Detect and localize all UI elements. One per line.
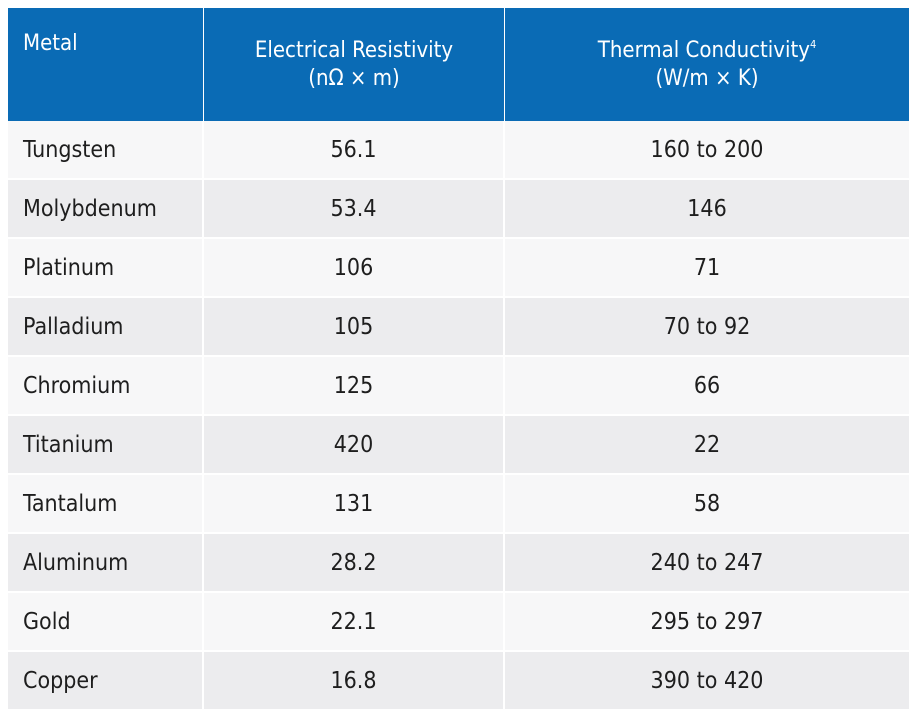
- table-row: Tungsten 56.1 160 to 200: [8, 121, 909, 180]
- resistivity-cell: 131: [204, 475, 505, 534]
- metal-name-cell: Gold: [8, 593, 204, 652]
- metal-name-cell: Tungsten: [8, 121, 204, 180]
- table-body: Tungsten 56.1 160 to 200 Molybdenum 53.4…: [8, 121, 909, 711]
- metal-name-cell: Titanium: [8, 416, 204, 475]
- header-conductivity-title-line: Thermal Conductivity4: [505, 37, 909, 65]
- resistivity-cell: 420: [204, 416, 505, 475]
- header-conductivity-footnote: 4: [809, 37, 817, 51]
- header-metal: Metal: [8, 8, 204, 121]
- metal-name-cell: Platinum: [8, 239, 204, 298]
- table-row: Palladium 105 70 to 92: [8, 298, 909, 357]
- conductivity-cell: 160 to 200: [505, 121, 909, 180]
- table-row: Aluminum 28.2 240 to 247: [8, 534, 909, 593]
- table-row: Molybdenum 53.4 146: [8, 180, 909, 239]
- resistivity-cell: 56.1: [204, 121, 505, 180]
- header-row: Metal Electrical Resistivity (nΩ × m) Th…: [8, 8, 909, 121]
- conductivity-cell: 146: [505, 180, 909, 239]
- metals-properties-table: Metal Electrical Resistivity (nΩ × m) Th…: [8, 8, 909, 711]
- header-conductivity-unit: (W/m × K): [655, 65, 759, 91]
- metal-name-cell: Palladium: [8, 298, 204, 357]
- header-conductivity-title: Thermal Conductivity: [597, 37, 810, 63]
- header-thermal-conductivity: Thermal Conductivity4 (W/m × K): [505, 8, 909, 121]
- header-electrical-resistivity: Electrical Resistivity (nΩ × m): [204, 8, 505, 121]
- header-resistivity-unit: (nΩ × m): [308, 65, 400, 91]
- header-resistivity-title: Electrical Resistivity: [254, 37, 454, 63]
- metal-name-cell: Chromium: [8, 357, 204, 416]
- conductivity-cell: 295 to 297: [505, 593, 909, 652]
- table-header: Metal Electrical Resistivity (nΩ × m) Th…: [8, 8, 909, 121]
- metal-name-cell: Copper: [8, 652, 204, 711]
- resistivity-cell: 22.1: [204, 593, 505, 652]
- table-row: Copper 16.8 390 to 420: [8, 652, 909, 711]
- resistivity-cell: 16.8: [204, 652, 505, 711]
- metal-name-cell: Aluminum: [8, 534, 204, 593]
- table-row: Tantalum 131 58: [8, 475, 909, 534]
- conductivity-cell: 70 to 92: [505, 298, 909, 357]
- table-row: Chromium 125 66: [8, 357, 909, 416]
- resistivity-cell: 106: [204, 239, 505, 298]
- conductivity-cell: 22: [505, 416, 909, 475]
- conductivity-cell: 71: [505, 239, 909, 298]
- conductivity-cell: 240 to 247: [505, 534, 909, 593]
- resistivity-cell: 125: [204, 357, 505, 416]
- resistivity-cell: 105: [204, 298, 505, 357]
- metal-name-cell: Molybdenum: [8, 180, 204, 239]
- resistivity-cell: 28.2: [204, 534, 505, 593]
- conductivity-cell: 66: [505, 357, 909, 416]
- conductivity-cell: 58: [505, 475, 909, 534]
- resistivity-cell: 53.4: [204, 180, 505, 239]
- table-row: Platinum 106 71: [8, 239, 909, 298]
- table-row: Titanium 420 22: [8, 416, 909, 475]
- table-row: Gold 22.1 295 to 297: [8, 593, 909, 652]
- header-metal-label: Metal: [23, 31, 78, 56]
- metal-name-cell: Tantalum: [8, 475, 204, 534]
- conductivity-cell: 390 to 420: [505, 652, 909, 711]
